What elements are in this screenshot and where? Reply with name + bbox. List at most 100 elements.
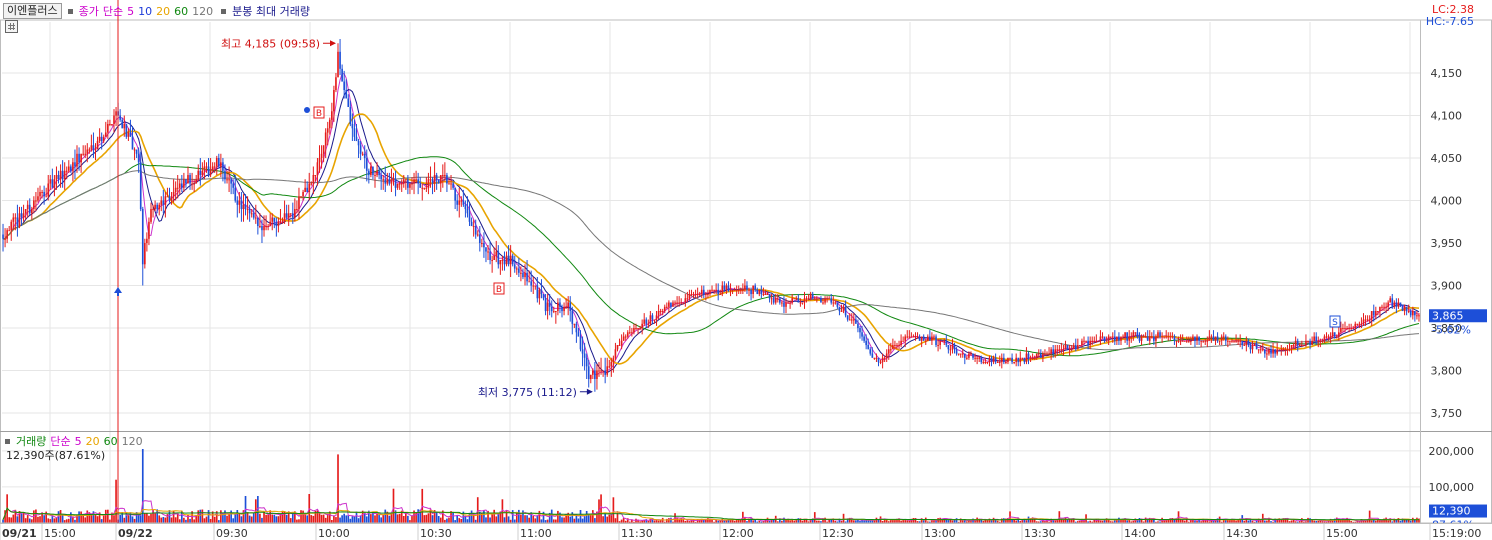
- candle-body: [390, 179, 393, 184]
- low-arrow-icon: [586, 388, 593, 395]
- entry-dot: [304, 107, 310, 113]
- candle-body: [376, 170, 378, 176]
- candle-body: [1280, 349, 1283, 351]
- candle-body: [715, 289, 717, 291]
- volume-bar: [413, 510, 415, 523]
- volume-bar: [723, 520, 726, 523]
- volume-bar: [1163, 519, 1165, 523]
- candle-body: [752, 285, 754, 294]
- volume-label[interactable]: 거래량: [16, 435, 47, 448]
- volume-bar: [230, 510, 232, 523]
- candle-body: [146, 238, 148, 243]
- candle-body: [653, 319, 656, 321]
- candle-body: [787, 302, 789, 304]
- candle-body: [269, 221, 272, 227]
- candle-body: [986, 362, 989, 363]
- volume-bar: [612, 497, 615, 523]
- candle-body: [949, 349, 952, 351]
- candle-body: [1364, 319, 1367, 321]
- candle-body: [267, 226, 269, 227]
- volume-bar: [641, 520, 643, 523]
- volume-bar: [92, 511, 95, 523]
- candle-body: [341, 68, 343, 82]
- candle-body: [1064, 345, 1067, 350]
- ma-kind-label[interactable]: 단순: [102, 5, 124, 18]
- candle-body: [943, 340, 946, 342]
- candle-body: [1058, 349, 1061, 351]
- ma-period-120[interactable]: 120: [192, 4, 214, 18]
- symbol-selector[interactable]: 이엔플러스: [3, 3, 62, 19]
- candle-body: [530, 281, 533, 286]
- volume-bar: [1019, 521, 1022, 523]
- volume-bar: [444, 519, 446, 523]
- ma-period-5[interactable]: 5: [127, 4, 135, 18]
- candle-body: [931, 336, 933, 341]
- volume-bar: [651, 518, 654, 523]
- volume-ma-5[interactable]: 5: [74, 434, 82, 448]
- candle-body: [43, 192, 45, 197]
- volume-bar: [511, 510, 514, 523]
- candle-body: [326, 128, 329, 133]
- time-label: 09/21: [2, 527, 37, 540]
- candle-body: [998, 362, 1001, 363]
- volume-bar: [337, 454, 339, 523]
- volume-bar: [199, 509, 202, 523]
- candle-body: [154, 204, 156, 210]
- volume-ma-20[interactable]: 20: [85, 434, 100, 448]
- volume-bar: [468, 512, 471, 523]
- ma-period-60[interactable]: 60: [174, 4, 189, 18]
- volume-bar: [1346, 517, 1348, 523]
- volume-ma-kind[interactable]: 단순: [50, 435, 71, 448]
- volume-bar: [1142, 521, 1145, 523]
- candle-body: [894, 345, 896, 346]
- volume-bar: [690, 519, 693, 523]
- volume-bar: [986, 520, 989, 523]
- candle-body: [813, 298, 816, 300]
- candle-body: [1033, 357, 1036, 359]
- candle-body: [1011, 357, 1013, 363]
- grid-toggle-icon[interactable]: [5, 20, 18, 33]
- ma-period-10[interactable]: 10: [138, 4, 153, 18]
- candle-body: [721, 285, 724, 294]
- candle-body: [215, 158, 218, 167]
- candle-body: [661, 311, 664, 312]
- volume-bar: [228, 514, 230, 523]
- candle-body: [684, 298, 687, 303]
- volume-bar: [752, 520, 754, 523]
- candle-body: [733, 289, 736, 291]
- candle-body: [61, 170, 64, 180]
- volume-bar: [604, 513, 606, 523]
- candle-body: [1050, 349, 1052, 354]
- candle-body: [158, 204, 161, 210]
- volume-bar: [433, 510, 436, 523]
- volume-bar: [787, 518, 789, 523]
- ma-period-20[interactable]: 20: [156, 4, 171, 18]
- volume-bar: [45, 511, 48, 523]
- volume-bar: [758, 520, 761, 523]
- candle-body: [1111, 336, 1114, 338]
- max-volume-label[interactable]: 분봉 최대 거래량: [232, 5, 310, 18]
- candle-body: [98, 136, 101, 142]
- volume-ma-120[interactable]: 120: [121, 434, 143, 448]
- volume-ma-60[interactable]: 60: [103, 434, 118, 448]
- candle-body: [764, 294, 767, 295]
- candle-body: [1175, 340, 1178, 342]
- price-type-label[interactable]: 종가: [78, 5, 99, 18]
- candle-body: [351, 124, 354, 129]
- volume-bar: [894, 519, 896, 523]
- candle-body: [883, 357, 886, 359]
- candle-body: [30, 209, 33, 214]
- candle-body: [1097, 340, 1100, 342]
- candle-body: [532, 285, 535, 287]
- volume-bar: [848, 517, 851, 523]
- volume-bar: [316, 510, 319, 523]
- candle-body: [904, 336, 907, 341]
- candle-body: [754, 285, 757, 290]
- volume-bar: [374, 515, 376, 523]
- volume-bar: [809, 519, 812, 523]
- candle-body: [199, 170, 202, 176]
- candle-body: [1037, 353, 1040, 355]
- candle-body: [1171, 336, 1174, 338]
- time-label: 11:00: [520, 527, 552, 540]
- volume-bar: [834, 520, 837, 523]
